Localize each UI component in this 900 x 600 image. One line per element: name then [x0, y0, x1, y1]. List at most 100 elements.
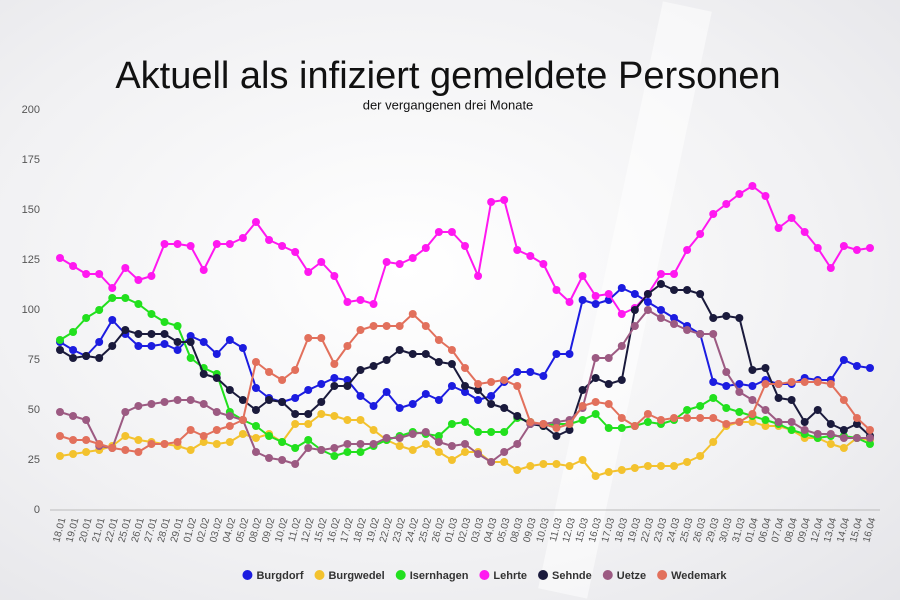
data-point: [866, 434, 874, 442]
data-point: [160, 318, 169, 326]
data-point: [186, 426, 195, 434]
data-point: [565, 350, 574, 358]
data-point: [186, 338, 195, 346]
data-point: [291, 394, 300, 402]
data-point: [839, 356, 848, 364]
data-point: [356, 296, 365, 304]
data-point: [134, 448, 143, 456]
data-point: [696, 230, 705, 238]
data-point: [238, 416, 247, 424]
data-point: [251, 384, 260, 392]
data-point: [513, 246, 522, 254]
data-point: [474, 450, 483, 458]
data-point: [278, 242, 287, 250]
data-point: [395, 404, 404, 412]
data-point: [212, 440, 221, 448]
data-point: [395, 442, 404, 450]
data-point: [421, 350, 430, 358]
data-point: [212, 426, 221, 434]
data-point: [552, 350, 561, 358]
data-point: [343, 382, 352, 390]
data-point: [539, 260, 548, 268]
data-point: [461, 440, 469, 448]
data-point: [591, 374, 600, 382]
data-point: [670, 462, 679, 470]
data-point: [709, 210, 718, 218]
data-point: [304, 444, 313, 452]
data-point: [291, 248, 300, 256]
y-tick-label: 175: [22, 154, 40, 166]
data-point: [434, 448, 443, 456]
data-point: [800, 426, 809, 434]
data-point: [69, 346, 78, 354]
data-point: [735, 408, 744, 416]
data-point: [722, 382, 731, 390]
data-point: [500, 448, 509, 456]
data-point: [147, 342, 156, 350]
data-point: [683, 326, 692, 334]
data-point: [761, 422, 770, 430]
data-point: [709, 414, 718, 422]
data-point: [591, 292, 600, 300]
data-point: [82, 352, 91, 360]
data-point: [748, 366, 757, 374]
data-point: [356, 448, 365, 456]
data-point: [108, 444, 117, 452]
data-point: [121, 264, 130, 272]
data-point: [630, 464, 639, 472]
data-point: [291, 460, 300, 468]
data-point: [434, 438, 443, 446]
data-point: [839, 426, 848, 434]
data-point: [487, 400, 496, 408]
data-point: [487, 428, 496, 436]
data-point: [95, 440, 104, 448]
data-point: [735, 314, 744, 322]
legend-item: Sehnde: [538, 570, 592, 582]
data-point: [434, 432, 443, 440]
data-point: [800, 378, 809, 386]
data-point: [643, 418, 652, 426]
chart-subtitle: der vergangenen drei Monate: [363, 97, 534, 112]
data-point: [382, 356, 391, 364]
data-point: [617, 284, 626, 292]
data-point: [774, 224, 783, 232]
data-point: [709, 314, 718, 322]
data-point: [630, 290, 639, 298]
data-point: [826, 420, 835, 428]
data-point: [500, 458, 509, 466]
data-point: [69, 354, 78, 362]
y-tick-label: 150: [22, 204, 40, 216]
legend-label: Sehnde: [552, 570, 592, 582]
legend-swatch: [242, 570, 253, 580]
data-point: [630, 322, 639, 330]
data-point: [330, 444, 339, 452]
data-point: [526, 462, 535, 470]
data-point: [199, 438, 208, 446]
data-point: [852, 246, 861, 254]
data-point: [121, 326, 130, 334]
data-point: [212, 374, 221, 382]
data-point: [761, 380, 770, 388]
data-point: [552, 432, 561, 440]
data-point: [852, 434, 861, 442]
data-point: [421, 440, 430, 448]
data-point: [369, 440, 378, 448]
data-point: [683, 286, 692, 294]
data-point: [826, 430, 835, 438]
data-point: [487, 378, 496, 386]
data-point: [356, 416, 365, 424]
data-point: [304, 420, 313, 428]
data-point: [656, 270, 665, 278]
data-point: [56, 432, 64, 440]
data-point: [173, 322, 182, 330]
data-point: [604, 354, 613, 362]
data-point: [447, 360, 456, 368]
data-point: [199, 370, 208, 378]
data-point: [552, 460, 561, 468]
data-point: [356, 326, 365, 334]
data-point: [617, 424, 626, 432]
data-point: [382, 434, 391, 442]
data-point: [839, 444, 848, 452]
data-point: [839, 434, 848, 442]
data-point: [761, 406, 770, 414]
